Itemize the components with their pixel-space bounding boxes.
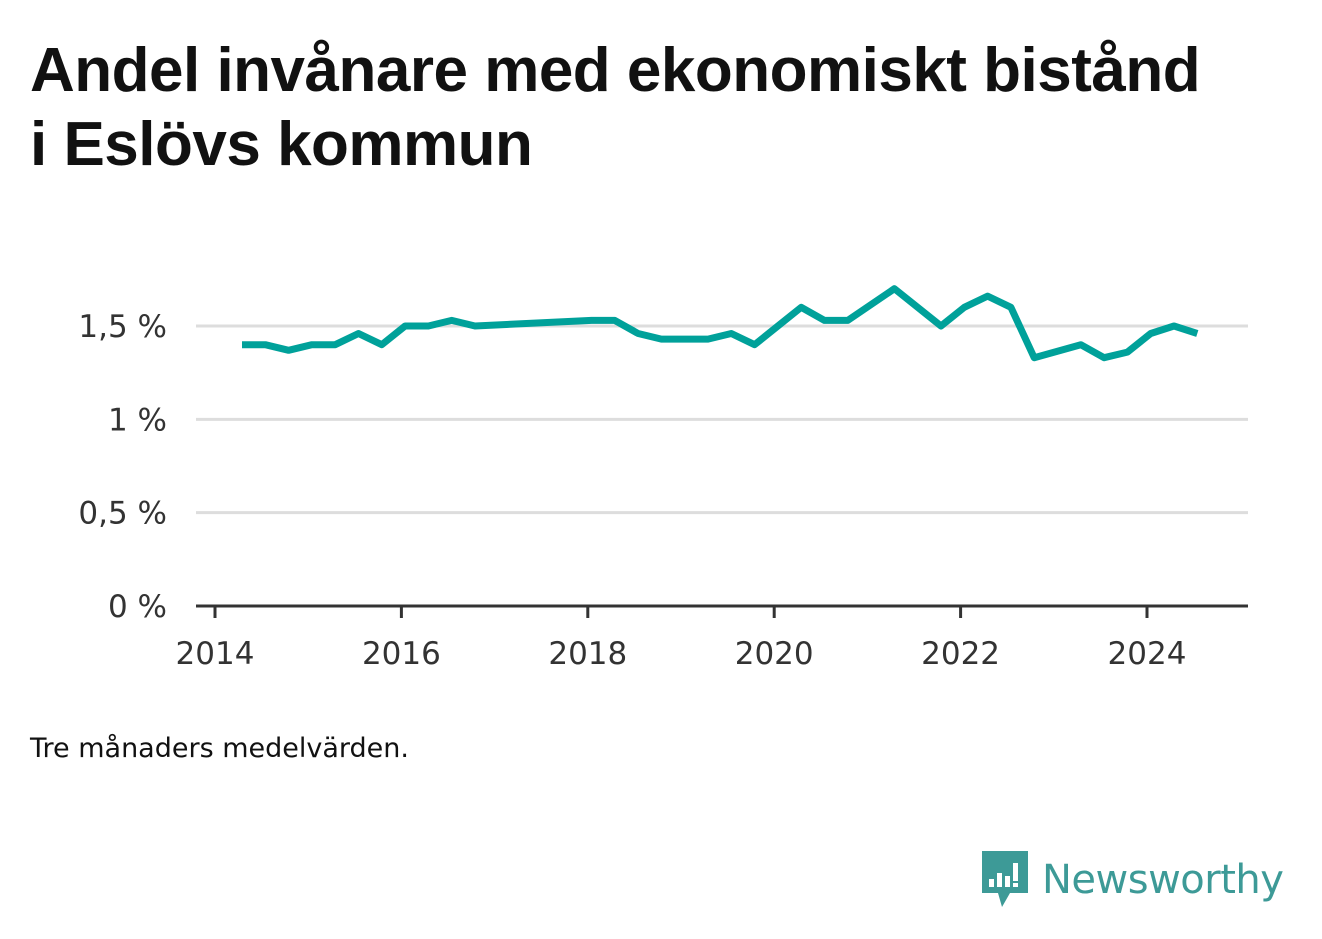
brand-logo: Newsworthy [980,848,1284,912]
y-tick-label: 1,5 % [78,309,167,345]
x-tick-label: 2018 [548,636,627,672]
x-axis-ticks: 2014 2016 2018 2020 2022 2024 [176,606,1187,672]
y-axis-ticks: 0 % 0,5 % 1 % 1,5 % [78,309,167,625]
x-tick-label: 2016 [362,636,441,672]
x-tick-label: 2024 [1108,636,1187,672]
y-tick-label: 0,5 % [78,496,167,532]
brand-name: Newsworthy [1042,857,1284,903]
y-tick-label: 1 % [108,402,167,438]
x-tick-label: 2020 [735,636,814,672]
x-tick-label: 2014 [176,636,255,672]
newsworthy-logo-icon [982,851,1028,907]
series-line [242,285,1199,362]
y-tick-label: 0 % [108,589,167,625]
grid-lines [196,324,1248,515]
chart-title: Andel invånare med ekonomiskt bistånd i … [30,36,1201,179]
chart-note: Tre månaders medelvärden. [30,733,409,764]
x-tick-label: 2022 [921,636,1000,672]
